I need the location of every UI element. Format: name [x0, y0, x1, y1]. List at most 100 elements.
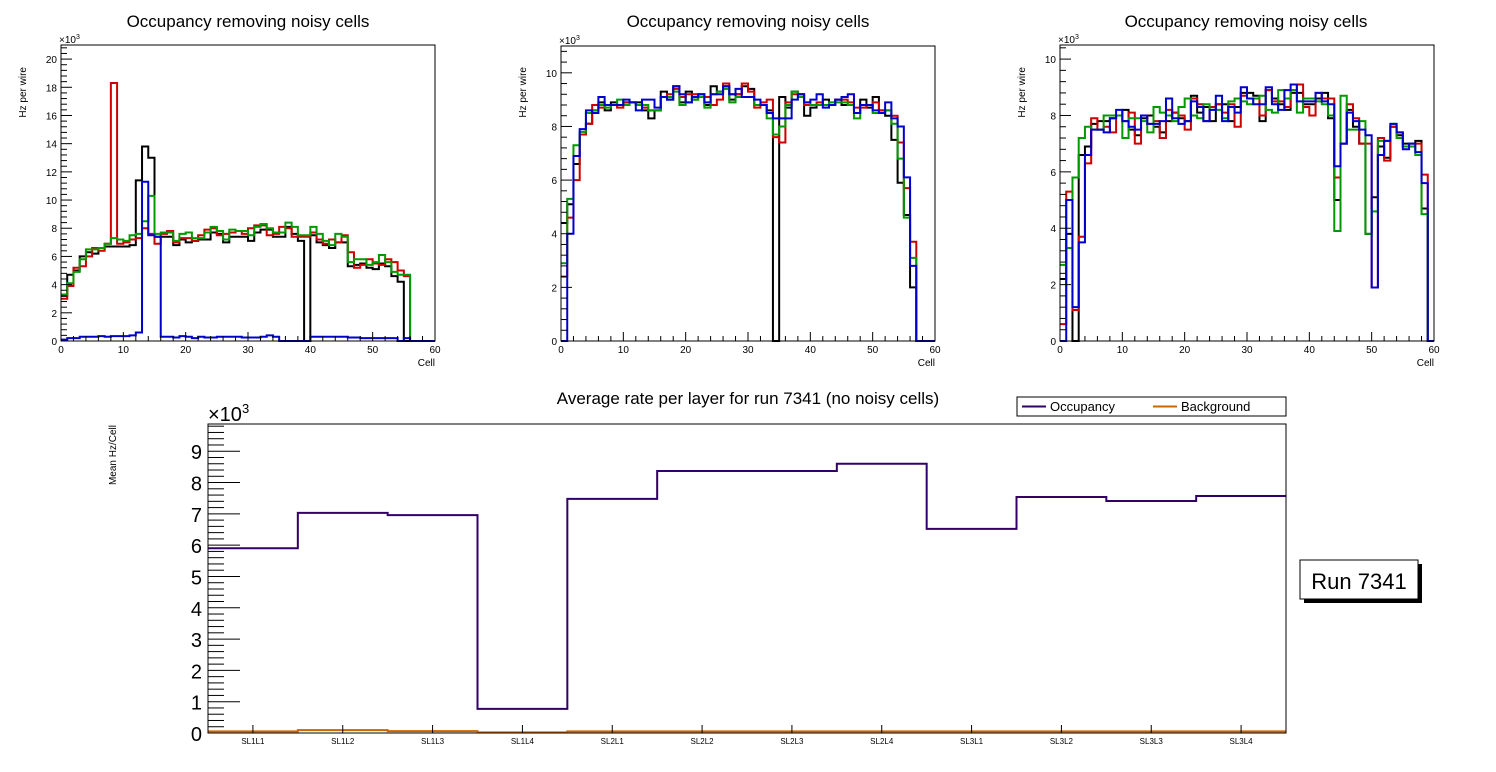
y-tick-label: 6: [551, 176, 557, 187]
y-tick-label: 9: [191, 442, 202, 464]
category-label: SL2L1: [601, 737, 625, 746]
panel-title: Occupancy removing noisy cells: [127, 12, 370, 31]
y-tick-label: 0: [551, 337, 557, 348]
x-tick-label: 20: [1179, 345, 1191, 356]
y-tick-label: 18: [46, 83, 58, 94]
panel-title: Occupancy removing noisy cells: [627, 12, 870, 31]
x-tick-label: 20: [680, 345, 692, 356]
x-tick-label: 60: [1428, 345, 1440, 356]
y-tick-label: 4: [191, 599, 202, 621]
y-tick-label: 6: [51, 252, 57, 263]
y-tick-label: 3: [191, 630, 202, 652]
series-red: [561, 82, 935, 342]
series-green: [1060, 89, 1434, 342]
series-black: [561, 85, 935, 342]
y-tick-label: 8: [51, 224, 57, 235]
y-multiplier: ×103: [1058, 34, 1079, 46]
y-tick-label: 10: [46, 196, 58, 207]
y-multiplier: ×103: [208, 401, 249, 426]
x-tick-label: 30: [242, 345, 254, 356]
y-tick-label: 2: [1050, 281, 1056, 292]
layer-rate-panel: Average rate per layer for run 7341 (no …: [108, 389, 1287, 746]
category-label: SL1L1: [241, 737, 265, 746]
x-axis-label: Cell: [418, 358, 435, 369]
x-tick-label: 0: [558, 345, 564, 356]
x-tick-label: 40: [805, 345, 817, 356]
x-tick-label: 10: [1117, 345, 1129, 356]
x-tick-label: 60: [429, 345, 441, 356]
y-axis-label: Hz per wire: [518, 67, 529, 118]
x-axis-label: Cell: [918, 358, 935, 369]
series-red: [61, 82, 435, 342]
category-label: SL3L3: [1140, 737, 1164, 746]
y-tick-label: 0: [1050, 337, 1056, 348]
y-tick-label: 2: [551, 283, 557, 294]
category-label: SL3L4: [1230, 737, 1254, 746]
y-tick-label: 0: [51, 337, 57, 348]
category-label: SL2L4: [870, 737, 894, 746]
x-tick-label: 50: [867, 345, 879, 356]
x-tick-label: 20: [180, 345, 192, 356]
x-tick-label: 40: [1304, 345, 1316, 356]
legend-label: Occupancy: [1050, 399, 1116, 414]
y-tick-label: 7: [191, 505, 202, 527]
panel-title: Occupancy removing noisy cells: [1125, 12, 1368, 31]
x-tick-label: 60: [929, 345, 941, 356]
x-tick-label: 50: [367, 345, 379, 356]
series-blue: [561, 85, 935, 342]
y-tick-label: 2: [51, 309, 57, 320]
y-tick-label: 10: [546, 69, 558, 80]
category-label: SL3L2: [1050, 737, 1074, 746]
y-tick-label: 6: [191, 536, 202, 558]
y-tick-label: 12: [46, 168, 58, 179]
category-label: SL1L2: [331, 737, 355, 746]
x-tick-label: 0: [1057, 345, 1063, 356]
y-tick-label: 14: [46, 140, 58, 151]
x-tick-label: 30: [742, 345, 754, 356]
y-tick-label: 10: [1045, 55, 1057, 66]
y-tick-label: 4: [551, 230, 557, 241]
category-label: SL2L3: [780, 737, 804, 746]
legend: Occupancy Background: [1016, 396, 1287, 417]
category-label: SL3L1: [960, 737, 984, 746]
series-green: [561, 87, 935, 342]
y-tick-label: 8: [191, 474, 202, 496]
y-tick-label: 8: [551, 122, 557, 133]
plot-frame: [207, 423, 1287, 734]
y-axis-label: Mean Hz/Cell: [108, 425, 119, 485]
x-tick-label: 40: [305, 345, 317, 356]
series-blue: [1060, 83, 1434, 342]
category-label: SL2L2: [691, 737, 715, 746]
y-tick-label: 4: [51, 281, 57, 292]
x-tick-label: 10: [618, 345, 630, 356]
y-axis-label: Hz per wire: [1017, 67, 1028, 118]
series-green: [61, 194, 435, 342]
x-axis-label: Cell: [1417, 358, 1434, 369]
y-tick-label: 0: [191, 724, 202, 746]
category-label: SL1L3: [421, 737, 445, 746]
y-tick-label: 8: [1050, 111, 1056, 122]
y-tick-label: 1: [191, 693, 202, 715]
y-multiplier: ×103: [59, 34, 80, 46]
legend-label: Background: [1181, 399, 1250, 414]
panel-title: Average rate per layer for run 7341 (no …: [557, 389, 939, 408]
y-tick-label: 4: [1050, 224, 1056, 235]
category-label: SL1L4: [511, 737, 535, 746]
series-black: [61, 145, 435, 342]
y-tick-label: 2: [191, 661, 202, 683]
y-tick-label: 5: [191, 567, 202, 589]
x-tick-label: 10: [118, 345, 130, 356]
y-tick-label: 16: [46, 111, 58, 122]
x-tick-label: 0: [58, 345, 64, 356]
series-background: [208, 729, 1286, 734]
series-blue: [61, 180, 435, 342]
series-occupancy: [208, 462, 1286, 710]
run-label: Run 7341: [1311, 569, 1406, 594]
y-tick-label: 20: [46, 55, 58, 66]
y-axis-label: Hz per wire: [18, 67, 29, 118]
x-tick-label: 30: [1241, 345, 1253, 356]
